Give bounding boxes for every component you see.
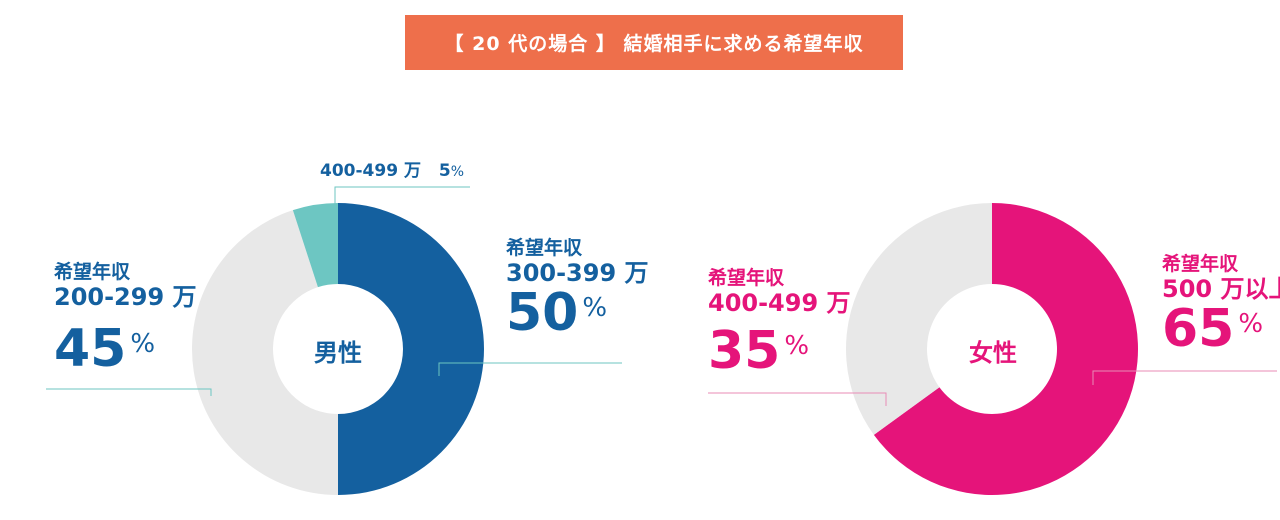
slice-percent: 45% — [54, 319, 156, 380]
male-slice-1 — [338, 203, 484, 495]
chart-title: 【 20 代の場合 】 結婚相手に求める希望年収 — [444, 33, 864, 55]
female-label-500-plus: 希望年収 500 万以上 65% — [1162, 253, 1280, 360]
male-label-400-499: 400-499 万 5% — [320, 156, 464, 181]
slice-caption: 希望年収 — [54, 261, 131, 283]
slice-percent: 35% — [708, 321, 810, 382]
female-leader-500-plus — [1092, 370, 1277, 385]
male-label-300-399: 希望年収 300-399 万 50% — [506, 237, 649, 344]
male-leader-200-299 — [46, 388, 212, 396]
slice-caption: 希望年収 — [506, 237, 583, 259]
female-label-400-499: 希望年収 400-499 万 35% — [708, 267, 851, 382]
slice-caption: 希望年収 — [1162, 253, 1239, 275]
male-center-label: 男性 — [314, 339, 362, 367]
male-slice-3 — [292, 203, 338, 288]
slice-range: 500 万以上 — [1162, 274, 1280, 303]
female-slice-1 — [873, 203, 1138, 495]
male-label-200-299: 希望年収 200-299 万 45% — [54, 261, 197, 380]
title-banner: 【 20 代の場合 】 結婚相手に求める希望年収 — [405, 15, 903, 70]
female-leader-400-499 — [708, 392, 887, 406]
slice-percent: 50% — [506, 283, 608, 344]
slice-caption: 希望年収 — [708, 267, 785, 289]
slice-range: 400-499 万 — [320, 161, 421, 181]
slice-range: 300-399 万 — [506, 258, 649, 287]
female-center-label: 女性 — [969, 339, 1017, 367]
slice-percent: 65% — [1162, 299, 1264, 360]
slice-percent: 5% — [438, 161, 465, 181]
slice-range: 400-499 万 — [708, 288, 851, 317]
female-slice-2 — [846, 203, 992, 435]
male-leader-300-399 — [438, 362, 622, 376]
male-slice-2 — [192, 210, 338, 495]
male-leader-400-499 — [334, 186, 470, 208]
slice-range: 200-299 万 — [54, 282, 197, 311]
